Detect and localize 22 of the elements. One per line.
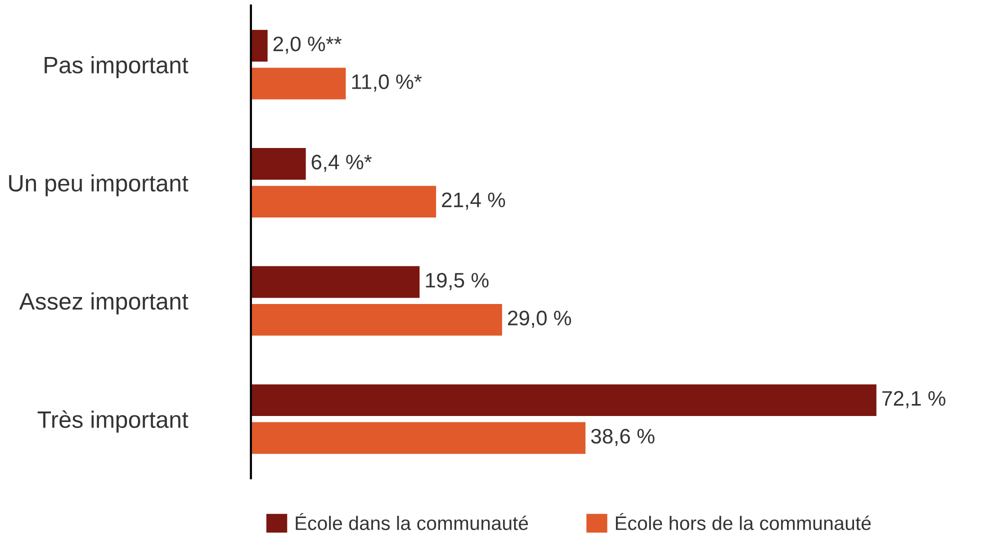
data-label: 19,5 % bbox=[426, 272, 489, 290]
bar bbox=[250, 66, 348, 101]
y-tick-label: Assez important bbox=[19, 292, 188, 314]
data-label: 38,6 % bbox=[591, 428, 654, 446]
y-tick-label: Très important bbox=[38, 410, 188, 433]
legend-label: École hors de la communauté bbox=[616, 513, 871, 530]
data-label: 11,0 %* bbox=[352, 74, 422, 92]
bar bbox=[250, 264, 421, 300]
bar bbox=[250, 28, 269, 63]
data-label: 29,0 % bbox=[508, 310, 572, 328]
data-label: 72,1 % bbox=[882, 391, 946, 408]
bar bbox=[250, 146, 308, 182]
y-tick-label: Un peu important bbox=[9, 174, 188, 196]
bar bbox=[250, 184, 438, 219]
data-label: 6,4 %* bbox=[312, 154, 372, 172]
bar bbox=[250, 382, 878, 418]
bar bbox=[250, 420, 587, 456]
bar bbox=[250, 302, 504, 338]
y-tick-label: Pas important bbox=[44, 56, 188, 78]
legend-label: École dans la communauté bbox=[296, 513, 528, 530]
data-label: 21,4 % bbox=[442, 192, 506, 210]
data-label: 2,0 %** bbox=[274, 36, 342, 54]
